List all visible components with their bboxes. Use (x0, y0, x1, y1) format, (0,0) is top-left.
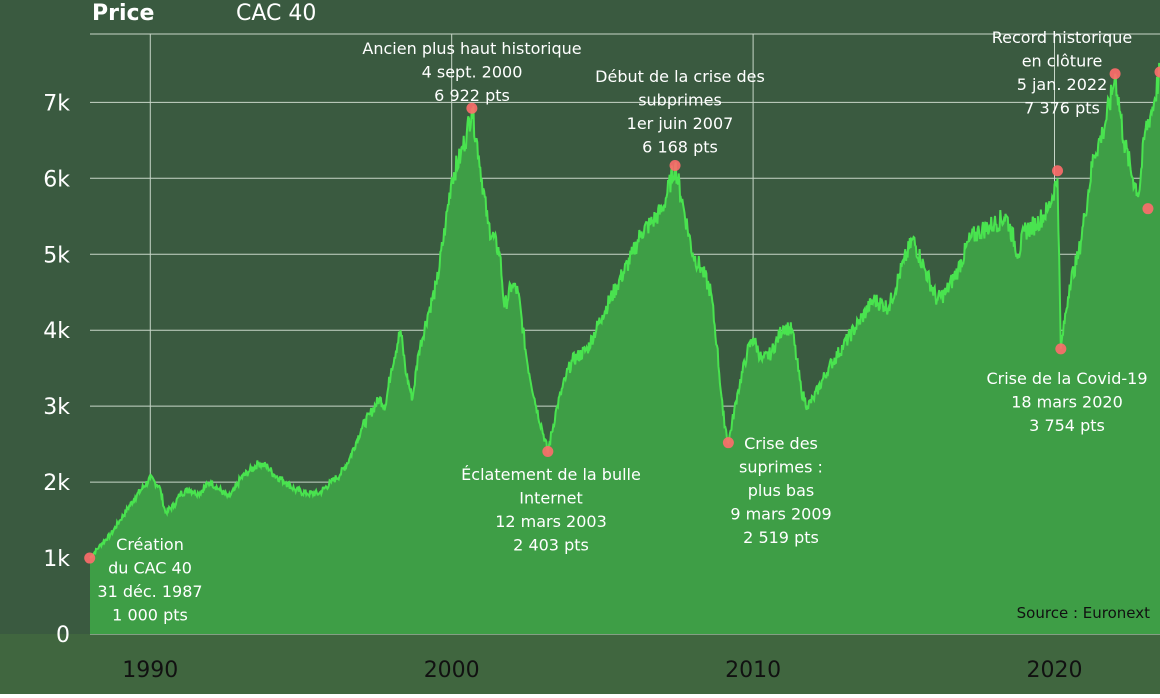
annotation-line: 3 754 pts (1029, 416, 1105, 435)
annotation-line: 1 000 pts (112, 606, 188, 625)
annotation-line: 6 922 pts (434, 86, 510, 105)
event-marker (1055, 343, 1066, 354)
annotation-line: 18 mars 2020 (1011, 393, 1123, 412)
annotation-line: plus bas (748, 481, 814, 500)
y-tick-label: 2k (43, 471, 70, 496)
chart-title: Price (92, 1, 154, 26)
annotation-line: 5 jan. 2022 (1017, 75, 1108, 94)
annotation-line: 2 519 pts (743, 528, 819, 547)
x-tick-label: 2020 (1027, 658, 1083, 683)
annotation-line: 31 déc. 1987 (97, 582, 202, 601)
event-marker (1142, 203, 1153, 214)
event-marker (1110, 68, 1121, 79)
annotation-line: subprimes (638, 91, 722, 110)
y-tick-label: 3k (43, 395, 70, 420)
event-marker (84, 553, 95, 564)
annotation-line: Record historique (992, 28, 1133, 47)
y-tick-label: 4k (43, 319, 70, 344)
annotation-line: en clôture (1022, 52, 1103, 71)
annotation-line: 6 168 pts (642, 138, 718, 157)
annotation-line: du CAC 40 (108, 559, 192, 578)
annotation-line: Création (116, 535, 184, 554)
event-marker (670, 160, 681, 171)
annotation-line: 2 403 pts (513, 536, 589, 555)
y-tick-label: 7k (43, 91, 70, 116)
x-tick-label: 1990 (122, 658, 178, 683)
annotation-line: 1er juin 2007 (627, 114, 734, 133)
annotation-line: Éclatement de la bulle (461, 465, 641, 484)
chart-subtitle: CAC 40 (236, 1, 316, 26)
y-tick-label: 6k (43, 167, 70, 192)
event-marker (1052, 165, 1063, 176)
annotation-line: Crise de la Covid-19 (986, 369, 1147, 388)
annotation-line: 7 376 pts (1024, 99, 1100, 118)
y-tick-label: 0 (56, 623, 70, 648)
y-tick-label: 1k (43, 547, 70, 572)
annotation-line: 4 sept. 2000 (422, 63, 523, 82)
annotation-line: Crise des (744, 434, 818, 453)
source-label: Source : Euronext (1017, 604, 1150, 622)
annotation-line: Ancien plus haut historique (362, 39, 581, 58)
annotation-line: suprimes : (739, 458, 823, 477)
annotation-line: Début de la crise des (595, 67, 765, 86)
y-tick-label: 5k (43, 243, 70, 268)
annotation-line: 9 mars 2009 (730, 505, 831, 524)
event-marker (723, 437, 734, 448)
annotation-line: Internet (519, 489, 583, 508)
event-marker (542, 446, 553, 457)
x-tick-label: 2010 (725, 658, 781, 683)
x-tick-label: 2000 (424, 658, 480, 683)
annotation-line: 12 mars 2003 (495, 512, 607, 531)
